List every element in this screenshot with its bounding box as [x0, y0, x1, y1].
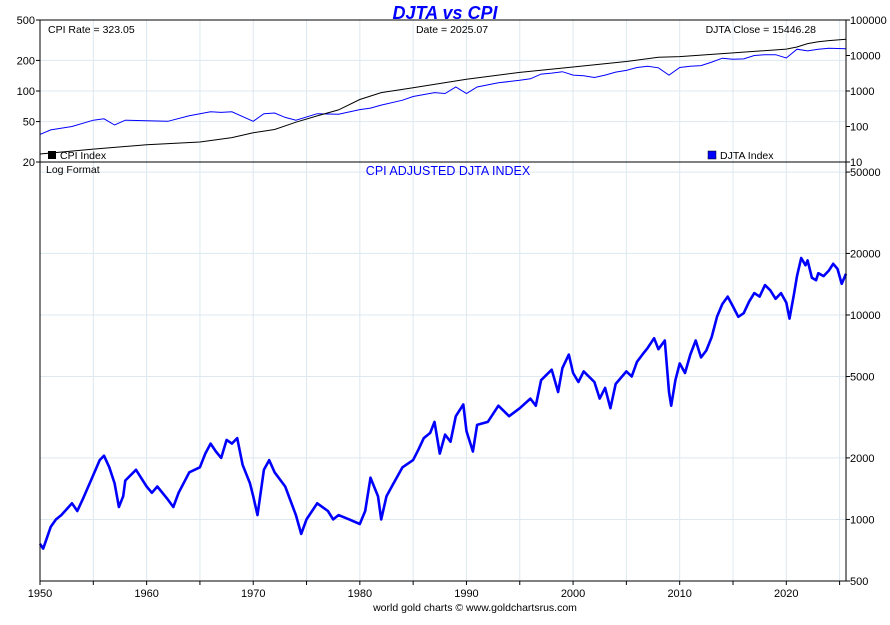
bottom-right-tick-label: 5000	[850, 372, 874, 384]
top-left-tick-label: 500	[17, 15, 35, 27]
bottom-panel-title: CPI ADJUSTED DJTA INDEX	[366, 164, 531, 178]
bottom-right-tick-label: 50000	[850, 167, 881, 179]
top-right-tick-label: 100000	[850, 15, 887, 27]
top-left-tick-label: 50	[23, 117, 35, 129]
log-format-note: Log Format	[46, 164, 100, 176]
cpi-adjusted-djta-line	[38, 256, 848, 550]
djta-close-label: DJTA Close = 15446.28	[706, 24, 817, 36]
top-right-tick-label: 100	[850, 122, 868, 134]
source-credit: world gold charts © www.goldchartsrus.co…	[372, 602, 577, 614]
x-tick-label: 1950	[28, 588, 52, 600]
axes: 20 50 100 200 500 10 100 1000 10000 100000 500 1000…	[17, 15, 887, 600]
bottom-right-tick-label: 10000	[850, 310, 881, 322]
top-left-tick-label: 100	[17, 86, 35, 98]
cpi-index-line	[39, 38, 847, 155]
top-right-tick-label: 10	[850, 157, 862, 169]
top-series	[39, 38, 847, 155]
top-right-tick-label: 1000	[850, 86, 874, 98]
bottom-right-tick-label: 1000	[850, 514, 874, 526]
x-tick-label: 2000	[561, 588, 585, 600]
date-label: Date = 2025.07	[416, 24, 488, 36]
bottom-series	[38, 256, 848, 550]
x-tick-label: 2010	[667, 588, 691, 600]
bottom-right-tick-label: 20000	[850, 248, 881, 260]
bottom-frame	[39, 161, 847, 582]
bottom-right-tick-label: 2000	[850, 453, 874, 465]
bottom-plot-area	[40, 162, 846, 581]
x-tick-label: 1980	[348, 588, 372, 600]
x-tick-label: 1970	[241, 588, 265, 600]
x-tick-label: 2020	[774, 588, 798, 600]
cpi-rate-label: CPI Rate = 323.05	[48, 24, 135, 36]
bottom-right-tick-label: 500	[850, 576, 868, 588]
djta-legend-swatch	[707, 150, 717, 160]
cpi-legend-swatch	[48, 151, 56, 159]
top-left-tick-label: 200	[17, 55, 35, 67]
x-tick-label: 1960	[134, 588, 158, 600]
djta-legend-label: DJTA Index	[720, 150, 774, 162]
top-left-tick-label: 20	[23, 157, 35, 169]
top-right-tick-label: 10000	[850, 51, 881, 63]
chart-title: DJTA vs CPI	[392, 3, 498, 23]
djta-index-line	[39, 47, 847, 135]
cpi-legend-label: CPI Index	[60, 150, 107, 162]
x-tick-label: 1990	[454, 588, 478, 600]
